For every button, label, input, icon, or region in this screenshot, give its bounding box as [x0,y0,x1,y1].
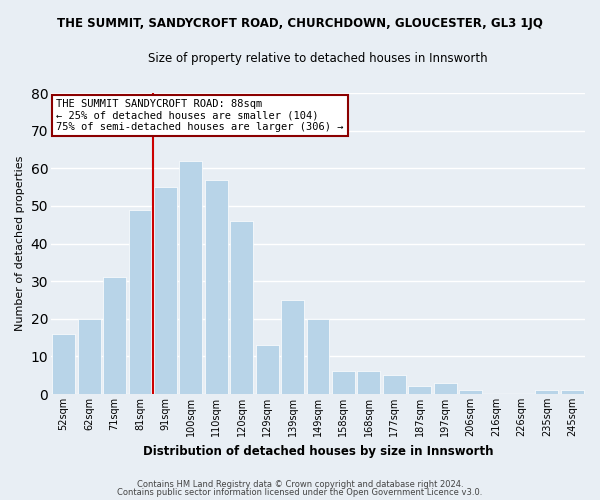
Bar [179,161,202,394]
Bar [459,390,482,394]
Bar [205,180,228,394]
Bar [535,390,558,394]
Title: Size of property relative to detached houses in Innsworth: Size of property relative to detached ho… [148,52,488,66]
Bar [358,372,380,394]
Bar [256,345,278,394]
Y-axis label: Number of detached properties: Number of detached properties [15,156,25,331]
Bar [281,300,304,394]
Bar [434,382,457,394]
Text: Contains public sector information licensed under the Open Government Licence v3: Contains public sector information licen… [118,488,482,497]
Bar [230,221,253,394]
Bar [408,386,431,394]
Bar [52,334,75,394]
Bar [383,375,406,394]
Bar [154,187,177,394]
Text: THE SUMMIT, SANDYCROFT ROAD, CHURCHDOWN, GLOUCESTER, GL3 1JQ: THE SUMMIT, SANDYCROFT ROAD, CHURCHDOWN,… [57,18,543,30]
Bar [103,278,126,394]
Text: Contains HM Land Registry data © Crown copyright and database right 2024.: Contains HM Land Registry data © Crown c… [137,480,463,489]
Bar [332,372,355,394]
Text: THE SUMMIT SANDYCROFT ROAD: 88sqm
← 25% of detached houses are smaller (104)
75%: THE SUMMIT SANDYCROFT ROAD: 88sqm ← 25% … [56,99,344,132]
X-axis label: Distribution of detached houses by size in Innsworth: Distribution of detached houses by size … [143,444,493,458]
Bar [77,319,101,394]
Bar [307,319,329,394]
Bar [128,210,151,394]
Bar [561,390,584,394]
